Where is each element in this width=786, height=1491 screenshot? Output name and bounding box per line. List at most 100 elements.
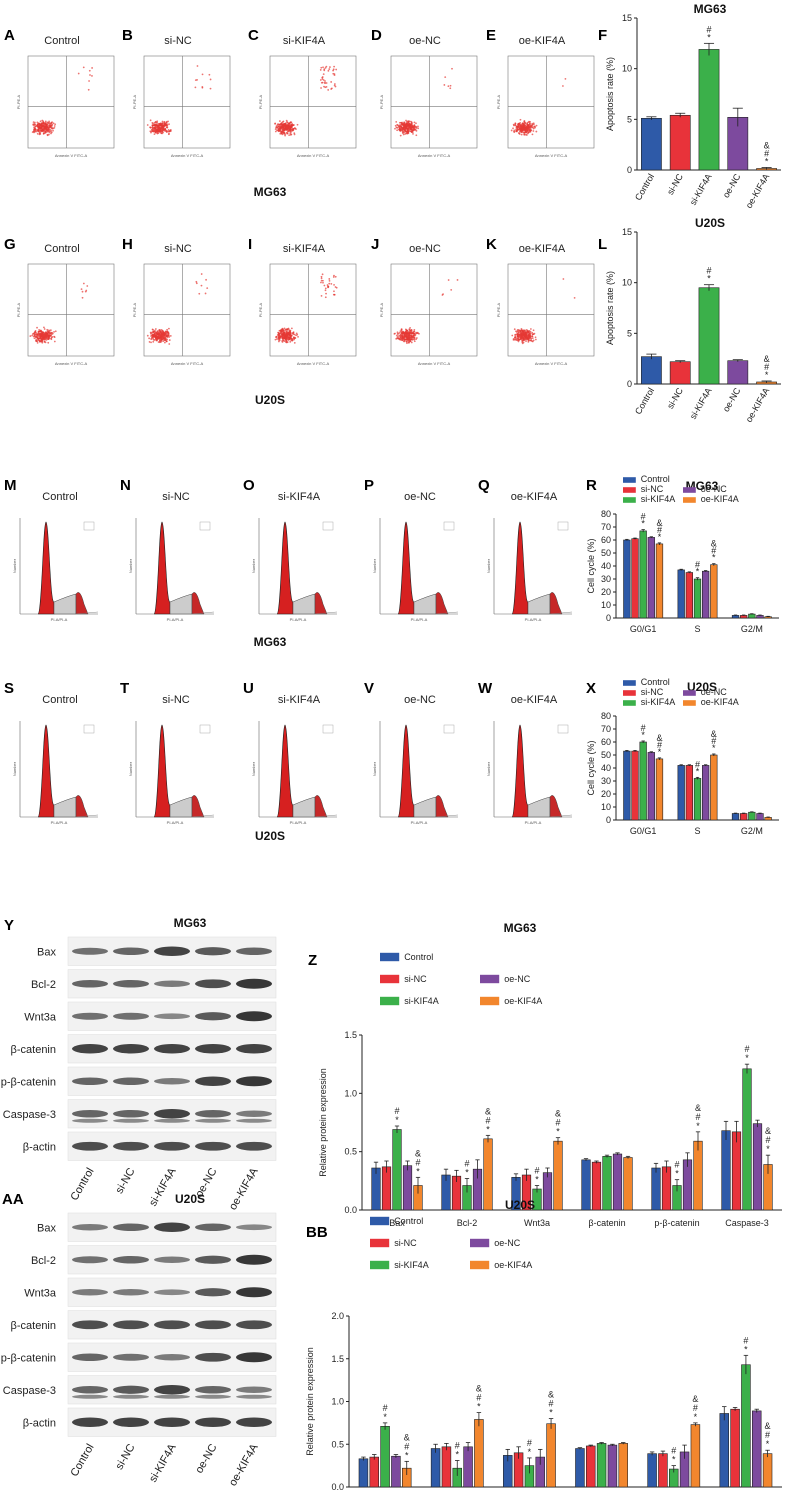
event-dot — [447, 279, 450, 281]
wb-band — [236, 1110, 272, 1117]
event-dot — [53, 340, 56, 343]
significance-mark: & — [476, 1384, 482, 1394]
bar-si-NC — [685, 572, 693, 619]
flow-title-Control: Control — [44, 35, 79, 47]
event-dot — [278, 120, 281, 122]
event-dot — [407, 131, 410, 133]
event-dot — [328, 282, 331, 285]
flow-plot-frame — [143, 263, 231, 357]
event-dot — [274, 128, 277, 131]
significance-mark: * — [395, 1115, 399, 1125]
bar-Control — [647, 1453, 657, 1488]
significance-mark: * — [694, 1412, 698, 1422]
bar-si-KIF4A — [602, 1156, 612, 1211]
event-dot — [47, 130, 50, 132]
wb-protein-label: Bcl-2 — [31, 979, 56, 991]
bar-oe-NC — [647, 752, 655, 821]
event-dot — [157, 334, 159, 337]
y-tick-label: 0.5 — [344, 1147, 357, 1157]
bar-oe-KIF4A — [655, 543, 664, 619]
event-dot — [150, 130, 153, 133]
event-dot — [277, 331, 280, 334]
event-dot — [286, 130, 289, 133]
event-dot — [523, 338, 526, 341]
event-dot — [534, 338, 537, 341]
wb-band — [154, 1013, 190, 1020]
g1-peak — [397, 521, 415, 615]
panel-letter-f: F — [598, 27, 607, 44]
event-dot — [89, 74, 91, 76]
cycle-tail — [435, 611, 459, 615]
event-dot — [532, 339, 535, 342]
g2-peak — [75, 592, 89, 615]
significance-mark: & — [711, 539, 717, 549]
event-dot — [152, 328, 154, 331]
event-dot — [294, 337, 297, 339]
event-dot — [155, 337, 158, 340]
s-phase-area — [527, 593, 551, 615]
wb-band — [195, 1118, 231, 1123]
wb-band — [236, 1386, 272, 1393]
event-dot — [519, 125, 522, 128]
bar-si-NC — [685, 765, 693, 821]
wb-band — [72, 1385, 108, 1394]
x-tick-label: G2/M — [741, 624, 763, 634]
event-dot — [159, 339, 161, 342]
y-tick-label: 10 — [622, 64, 632, 74]
flow-title-oe-NC: oe-NC — [409, 243, 441, 255]
cycle-y-axis-label: Number — [486, 558, 491, 573]
event-dot — [284, 335, 286, 337]
significance-mark: # — [455, 1440, 460, 1450]
event-dot — [329, 66, 331, 68]
g2-peak — [549, 592, 563, 615]
event-dot — [154, 334, 157, 337]
event-dot — [209, 78, 212, 81]
g2-peak — [314, 592, 328, 615]
wb-band — [154, 1256, 190, 1263]
event-dot — [395, 337, 398, 340]
event-dot — [292, 333, 295, 336]
cycle-y-axis-label: Number — [251, 761, 256, 776]
panel-letter-o: O — [243, 477, 255, 494]
event-dot — [408, 335, 411, 337]
event-dot — [53, 125, 56, 127]
event-dot — [296, 333, 299, 336]
event-dot — [164, 128, 167, 130]
cycle-title-Control: Control — [42, 491, 77, 503]
event-dot — [524, 122, 527, 125]
event-dot — [155, 331, 158, 334]
event-dot — [527, 336, 529, 339]
event-dot — [531, 333, 534, 336]
bar-si-KIF4A — [392, 1129, 402, 1211]
wb-lane-label: oe-KIF4A — [227, 1441, 261, 1488]
event-dot — [285, 341, 288, 344]
event-dot — [401, 339, 404, 341]
wb-lane-label: Control — [68, 1442, 96, 1479]
event-dot — [46, 333, 49, 336]
g2-peak — [314, 795, 328, 818]
significance-mark: & — [548, 1390, 554, 1400]
event-dot — [512, 338, 515, 341]
wb-band — [113, 1118, 149, 1123]
wb-band — [154, 1417, 190, 1427]
wb-protein-label: β-actin — [23, 1417, 56, 1429]
event-dot — [327, 69, 330, 72]
event-dot — [528, 120, 530, 123]
event-dot — [288, 134, 291, 137]
wb-band — [195, 1044, 231, 1054]
event-dot — [198, 292, 201, 295]
event-dot — [410, 128, 413, 131]
event-dot — [165, 332, 168, 334]
x-tick-label: oe-KIF4A — [744, 386, 772, 424]
event-dot — [402, 127, 405, 130]
event-dot — [411, 129, 414, 132]
event-dot — [40, 338, 42, 341]
significance-mark: * — [745, 1053, 749, 1063]
significance-mark: # — [706, 266, 711, 276]
event-dot — [406, 125, 409, 127]
event-dot — [516, 337, 519, 340]
legend-label-Control: Control — [394, 1216, 423, 1226]
panel-letter-c: C — [248, 27, 259, 44]
caption-mg63-flow: MG63 — [254, 185, 287, 199]
event-dot — [281, 328, 284, 331]
